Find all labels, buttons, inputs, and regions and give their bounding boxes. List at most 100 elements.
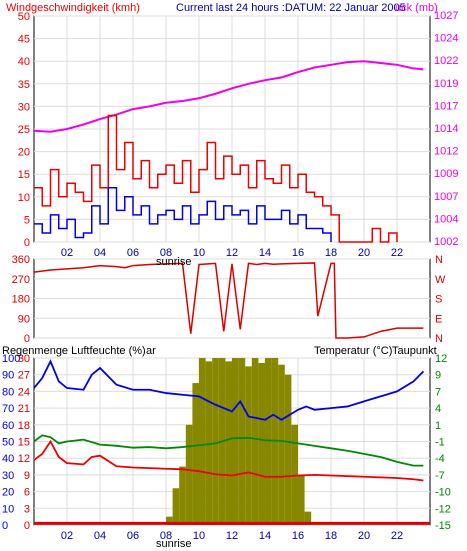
- series-temperature: [33, 434, 424, 467]
- pressure-y-tick: 1019: [434, 78, 458, 90]
- rain-y-tick: 24: [18, 386, 30, 398]
- temperature-y-tick: 9: [435, 370, 441, 382]
- chart-title: Current last 24 hours :DATUM: 22 Januar …: [176, 2, 406, 14]
- solar-bar: [185, 424, 193, 525]
- series-direction: [33, 262, 424, 339]
- sunrise-label-bottom: sunrise: [156, 538, 191, 550]
- rain-y-tick: 6: [24, 487, 30, 499]
- wind-x-tick: 02: [61, 247, 73, 259]
- solar-bar: [238, 358, 246, 525]
- humidity-y-tick: 70: [2, 403, 14, 415]
- humidity-y-tick: 60: [2, 420, 14, 432]
- wind-x-tick: 18: [325, 247, 337, 259]
- direction-compass-tick: N: [435, 254, 443, 266]
- humidity-x-tick: 22: [391, 530, 403, 542]
- pressure-y-tick: 1002: [434, 236, 458, 248]
- series-wind_avg: [34, 187, 332, 242]
- pressure-axis-title: uck (mb): [395, 2, 438, 14]
- wind-y-tick: 30: [18, 101, 30, 113]
- wind-x-tick: 22: [391, 247, 403, 259]
- humidity-y-tick: 0: [2, 520, 8, 532]
- wind-x-tick: 14: [259, 247, 271, 259]
- solar-bar: [199, 358, 206, 525]
- sunrise-label-top: sunrise: [156, 256, 191, 268]
- humidity-x-tick: 18: [325, 530, 337, 542]
- series-pressure: [33, 60, 424, 133]
- wind-x-tick: 04: [94, 247, 106, 259]
- solar-bar: [205, 361, 213, 525]
- direction-y-tick: 270: [12, 274, 30, 286]
- rain-y-tick: 0: [24, 520, 30, 532]
- solar-bar: [179, 466, 186, 525]
- humidity-x-tick: 16: [292, 530, 304, 542]
- temperature-y-tick: -4: [435, 453, 445, 465]
- temperature-y-tick: 4: [435, 403, 441, 415]
- temperature-y-tick: -10: [435, 487, 451, 499]
- humidity-x-tick: 04: [94, 530, 106, 542]
- solar-bar: [298, 474, 305, 525]
- wind-x-tick: 08: [160, 247, 172, 259]
- solar-bar: [265, 358, 272, 525]
- pressure-y-tick: 1014: [434, 123, 458, 135]
- solar-bar: [258, 363, 265, 525]
- wind-y-tick: 0: [24, 237, 30, 249]
- solar-bar: [232, 358, 239, 525]
- humidity-x-tick: 12: [226, 530, 238, 542]
- solar-bar: [284, 374, 292, 525]
- rain-y-tick: 9: [24, 470, 30, 482]
- direction-compass-tick: W: [435, 274, 446, 286]
- temperature-y-tick: -7: [435, 470, 445, 482]
- humidity-y-tick: 20: [2, 487, 14, 499]
- series-wind_gust: [34, 114, 398, 243]
- temperature-y-tick: 1: [435, 420, 441, 432]
- temperature-y-tick: 12: [435, 353, 447, 365]
- pressure-y-tick: 1022: [434, 55, 458, 67]
- solar-bar: [192, 383, 199, 525]
- humidity-y-tick: 90: [2, 370, 14, 382]
- wind-y-tick: 20: [18, 147, 30, 159]
- direction-y-tick: 90: [18, 313, 30, 325]
- wind-y-tick: 40: [18, 56, 30, 68]
- wind-y-tick: 50: [18, 11, 30, 23]
- series-dewpoint: [33, 439, 424, 482]
- solar-axis-title: ar: [146, 345, 156, 357]
- humidity-x-tick: 06: [127, 530, 139, 542]
- wind-y-tick: 45: [18, 34, 30, 46]
- temperature-axis-title: Temperatur (°C): [314, 345, 392, 357]
- series-humidity: [33, 359, 425, 421]
- rain-y-tick: 21: [18, 403, 30, 415]
- humidity-y-tick: 40: [2, 453, 14, 465]
- wind-y-tick: 10: [18, 192, 30, 204]
- wind-y-tick: 35: [18, 79, 30, 91]
- humidity-x-tick: 14: [259, 530, 271, 542]
- humidity-x-tick: 02: [61, 530, 73, 542]
- wind-x-tick: 12: [226, 247, 238, 259]
- wind-y-tick: 15: [18, 169, 30, 181]
- humidity-axis-title: Regenmenge Luftfeuchte (%): [2, 345, 146, 357]
- humidity-y-tick: 80: [2, 386, 14, 398]
- solar-bar: [245, 366, 252, 525]
- solar-bar: [278, 364, 285, 525]
- temperature-y-tick: -15: [435, 520, 451, 532]
- solar-bar: [225, 361, 232, 525]
- dewpoint-axis-title: Taupunkt: [392, 345, 437, 357]
- solar-bar: [212, 358, 219, 525]
- pressure-y-tick: 1004: [434, 213, 458, 225]
- pressure-y-tick: 1012: [434, 146, 458, 158]
- humidity-x-tick: 20: [358, 530, 370, 542]
- solar-bar: [304, 511, 312, 525]
- humidity-x-tick: 08: [160, 530, 172, 542]
- direction-compass-tick: S: [435, 294, 442, 306]
- rain-y-tick: 15: [18, 437, 30, 449]
- rain-y-tick: 30: [18, 353, 30, 365]
- wind-axis-title: Windgeschwindigkeit (kmh): [6, 2, 140, 14]
- wind-x-tick: 16: [292, 247, 304, 259]
- wind-x-tick: 10: [193, 247, 205, 259]
- solar-bar: [251, 358, 259, 525]
- humidity-y-tick: 50: [2, 437, 14, 449]
- wind-x-tick: 06: [127, 247, 139, 259]
- direction-y-tick: 180: [12, 294, 30, 306]
- humidity-y-tick: 100: [2, 353, 20, 365]
- wind-y-tick: 5: [24, 214, 30, 226]
- pressure-y-tick: 1007: [434, 191, 458, 203]
